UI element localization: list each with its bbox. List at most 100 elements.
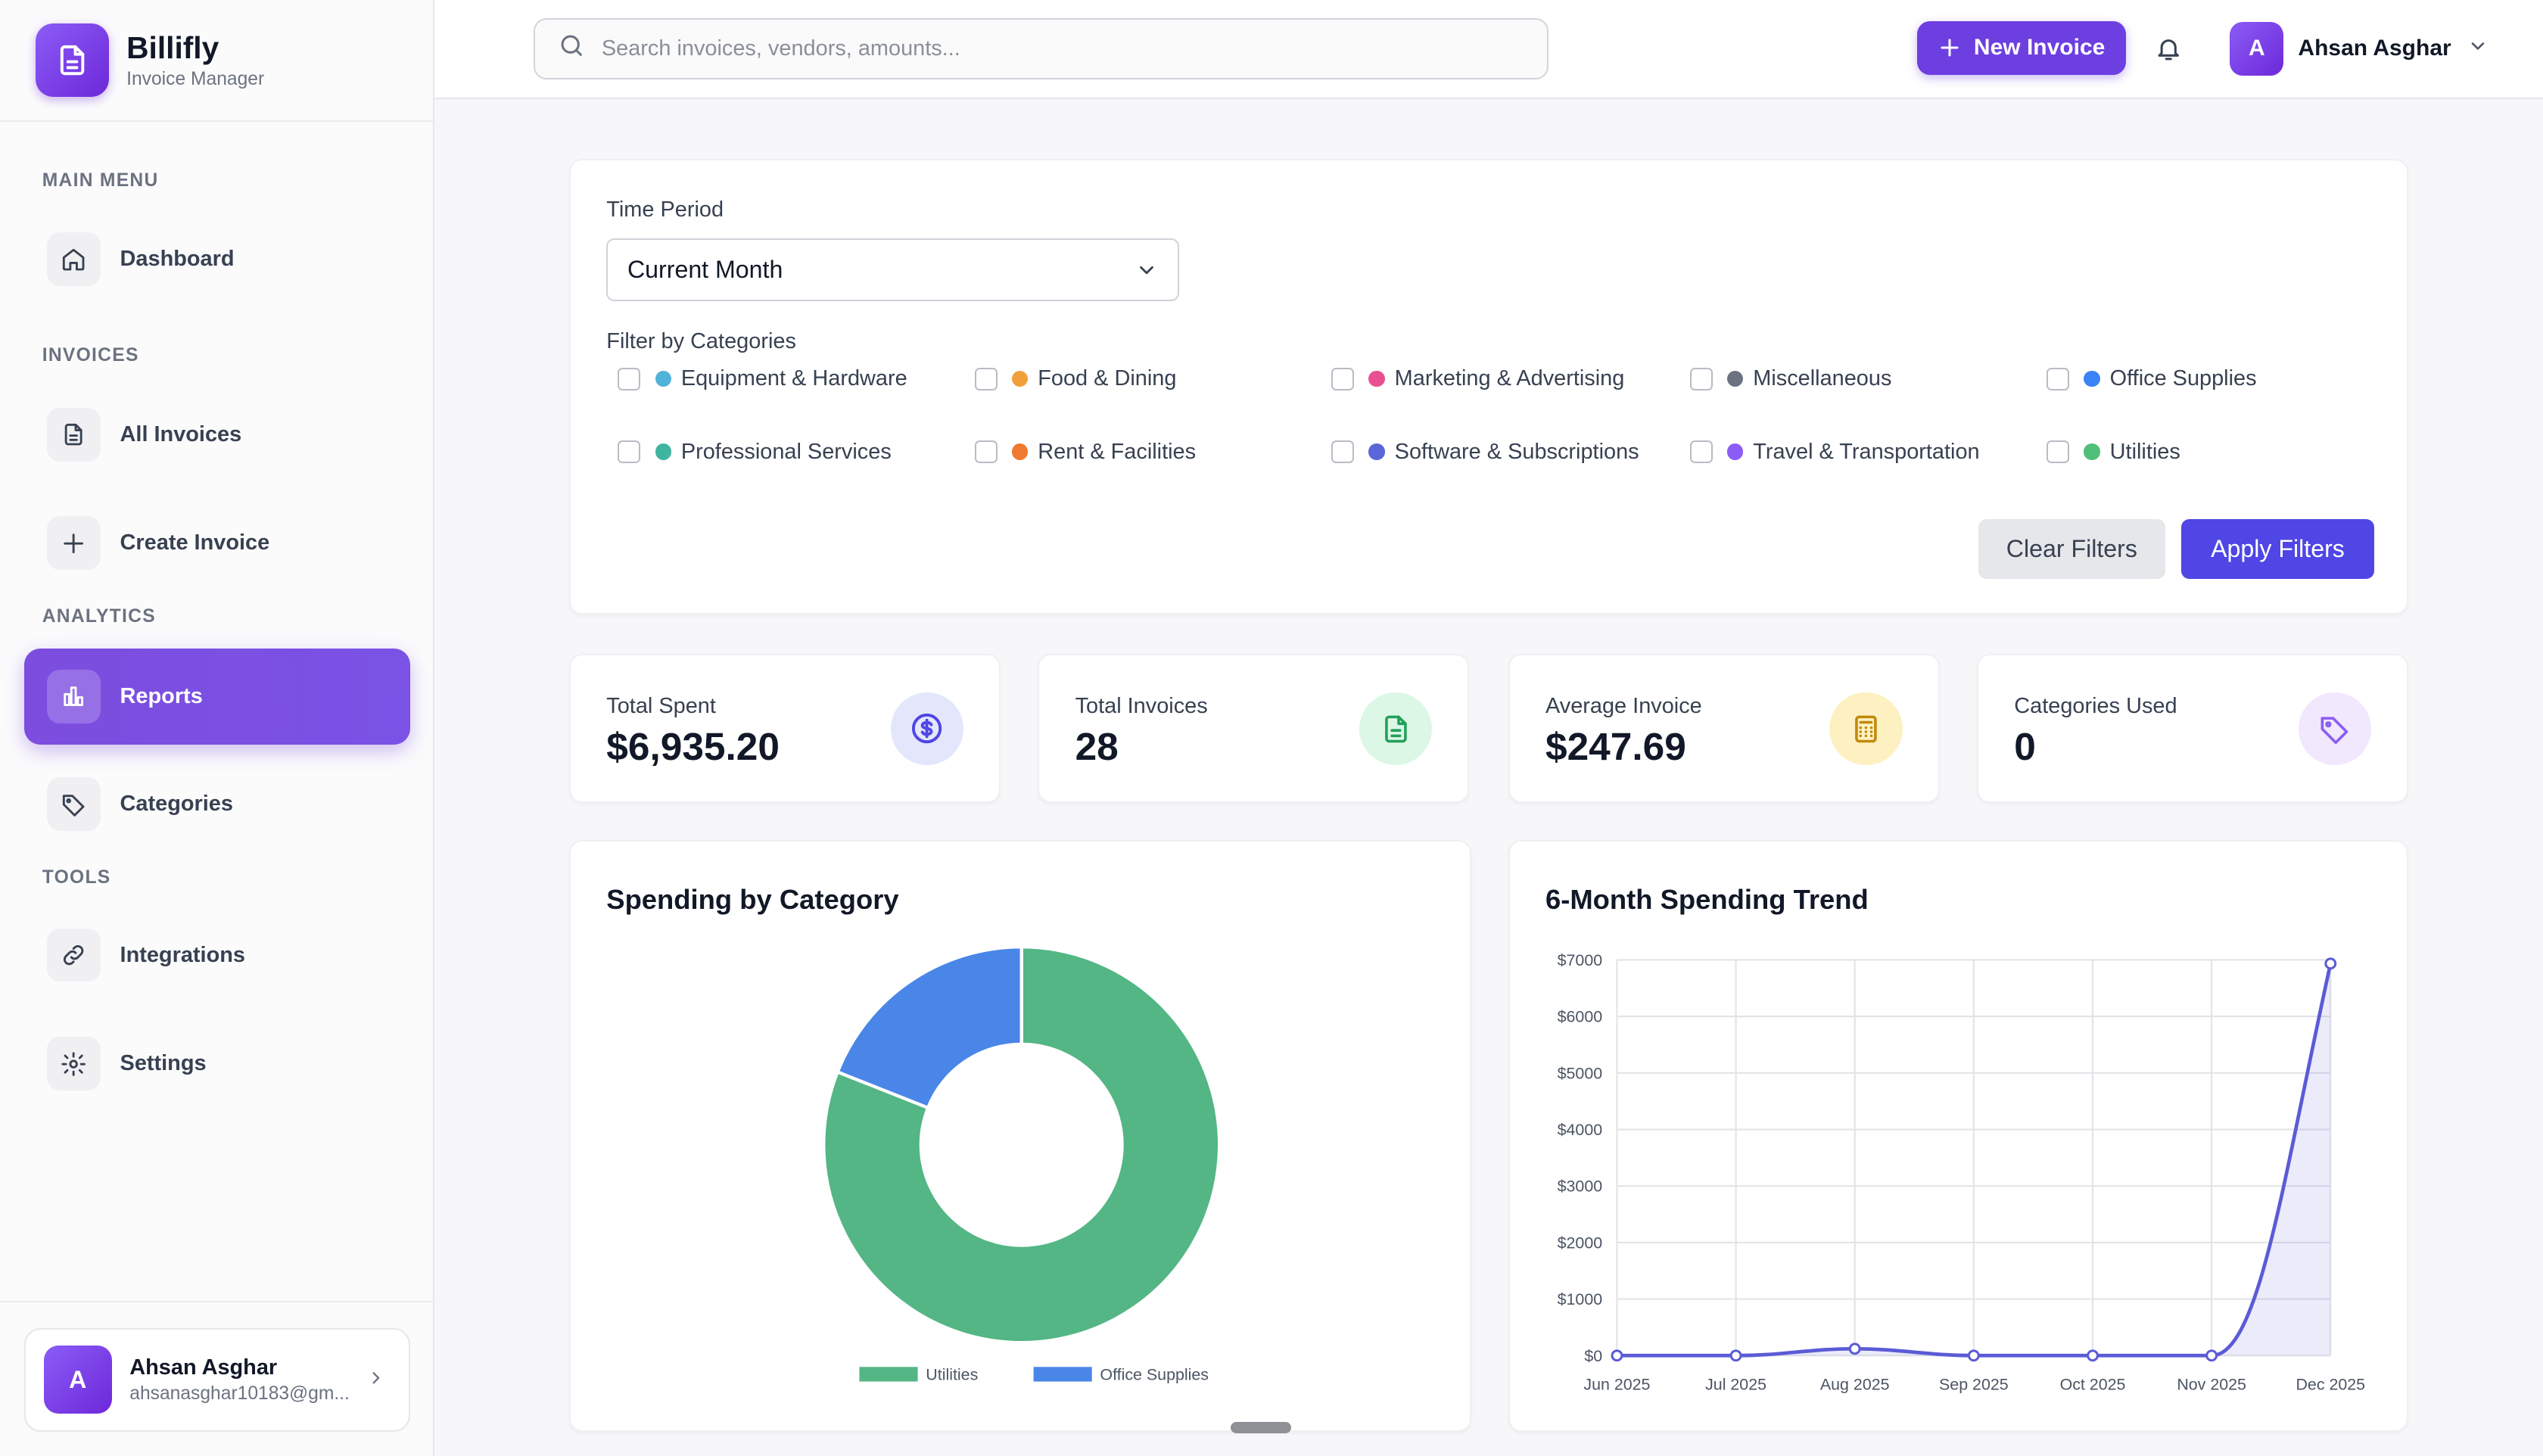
legend-label: Utilities xyxy=(926,1365,978,1383)
category-filter-option[interactable]: Office Supplies xyxy=(2047,366,2257,391)
stat-card-average-invoice: Average Invoice $247.69 xyxy=(1508,653,1940,803)
sidebar-item-label: Reports xyxy=(120,683,203,708)
document-icon xyxy=(47,407,101,462)
line-chart: $0 $1000 $2000 $3000 $4000 $5000 $6000 $7000 Jun… xyxy=(1557,951,2365,1393)
x-tick-label: Oct 2025 xyxy=(2059,1375,2125,1393)
category-color-dot xyxy=(1726,370,1744,387)
category-filter-option[interactable]: Utilities xyxy=(2047,440,2180,465)
category-name: Professional Services xyxy=(680,439,892,464)
user-name: Ahsan Asghar xyxy=(2298,36,2451,61)
clear-filters-button[interactable]: Clear Filters xyxy=(1978,518,2165,579)
filter-categories-label: Filter by Categories xyxy=(606,328,796,353)
category-name: Food & Dining xyxy=(1038,366,1177,391)
category-name: Marketing & Advertising xyxy=(1394,366,1625,391)
series-line xyxy=(1617,963,2333,1358)
stat-value: $6,935.20 xyxy=(606,723,780,768)
data-point xyxy=(2086,1349,2099,1362)
category-checkbox[interactable] xyxy=(2047,367,2070,390)
apply-filters-button[interactable]: Apply Filters xyxy=(2180,518,2374,579)
tag-icon xyxy=(47,777,101,832)
category-filter-option[interactable]: Miscellaneous xyxy=(1689,366,1892,391)
filters-panel: Time Period Current Month Filter by Cate… xyxy=(569,159,2409,615)
chevron-down-icon xyxy=(2467,34,2489,64)
search-input[interactable] xyxy=(601,36,1510,61)
search-bar[interactable] xyxy=(533,17,1549,79)
app-logo-icon xyxy=(36,23,109,97)
app-subtitle: Invoice Manager xyxy=(126,69,265,90)
category-filter-option[interactable]: Food & Dining xyxy=(974,366,1177,391)
category-checkbox[interactable] xyxy=(974,440,998,464)
category-checkbox[interactable] xyxy=(1689,367,1713,390)
new-invoice-button[interactable]: New Invoice xyxy=(1916,20,2127,75)
category-checkbox[interactable] xyxy=(1331,440,1355,464)
category-name: Utilities xyxy=(2109,439,2180,464)
user-profile-card[interactable]: A Ahsan Asghar ahsanasghar10183@gm... xyxy=(24,1327,411,1432)
sidebar-item-all-invoices[interactable]: All Invoices xyxy=(24,387,410,481)
doughnut-chart: Utilities Office Supplies xyxy=(822,945,1222,1383)
category-name: Rent & Facilities xyxy=(1038,439,1197,464)
sidebar: Billifly Invoice Manager MAIN MENU Dashb… xyxy=(0,0,435,1456)
x-tick-label: Dec 2025 xyxy=(2296,1375,2365,1393)
data-point xyxy=(2324,957,2337,970)
sidebar-item-label: Settings xyxy=(120,1051,207,1076)
chart-title: Spending by Category xyxy=(606,883,899,915)
area-fill xyxy=(1617,963,2331,1356)
stat-value: 28 xyxy=(1075,723,1119,768)
data-point xyxy=(1729,1349,1742,1362)
category-checkbox[interactable] xyxy=(618,440,641,464)
brand[interactable]: Billifly Invoice Manager xyxy=(0,0,434,122)
category-checkbox[interactable] xyxy=(1331,367,1355,390)
user-email: ahsanasghar10183@gm... xyxy=(129,1383,350,1405)
y-tick-label: $3000 xyxy=(1557,1178,1602,1196)
sidebar-item-categories[interactable]: Categories xyxy=(24,758,410,851)
category-filter-option[interactable]: Travel & Transportation xyxy=(1689,440,1980,465)
category-filter-option[interactable]: Professional Services xyxy=(618,440,892,465)
legend-swatch xyxy=(859,1367,918,1382)
sidebar-user-footer: A Ahsan Asghar ahsanasghar10183@gm... xyxy=(0,1300,434,1456)
stat-value: $247.69 xyxy=(1545,723,1686,768)
category-filter-option[interactable]: Equipment & Hardware xyxy=(618,366,907,391)
sidebar-item-label: Categories xyxy=(120,792,233,817)
sidebar-item-settings[interactable]: Settings xyxy=(24,1017,410,1111)
category-checkbox[interactable] xyxy=(618,367,641,390)
time-period-label: Time Period xyxy=(606,198,724,222)
avatar: A xyxy=(43,1346,112,1414)
category-name: Miscellaneous xyxy=(1753,366,1892,391)
search-icon xyxy=(558,32,585,66)
bell-icon xyxy=(2158,39,2179,61)
x-tick-label: Aug 2025 xyxy=(1820,1375,1890,1393)
sidebar-item-create-invoice[interactable]: Create Invoice xyxy=(24,496,410,590)
category-name: Office Supplies xyxy=(2109,366,2257,391)
section-label-analytics: ANALYTICS xyxy=(42,606,156,627)
tag-icon xyxy=(2298,692,2371,766)
user-menu[interactable]: A Ahsan Asghar xyxy=(2230,21,2489,76)
stat-value: 0 xyxy=(2014,723,2036,768)
category-color-dot xyxy=(655,370,671,387)
time-period-select[interactable]: Current Month xyxy=(606,238,1179,302)
y-tick-label: $5000 xyxy=(1557,1064,1602,1082)
scrollbar-handle[interactable] xyxy=(1231,1422,1291,1434)
sidebar-item-integrations[interactable]: Integrations xyxy=(24,908,410,1002)
chevron-right-icon xyxy=(366,1365,386,1395)
chart-title: 6-Month Spending Trend xyxy=(1545,883,1869,915)
category-filter-option[interactable]: Rent & Facilities xyxy=(974,439,1197,465)
app-name: Billifly xyxy=(126,30,219,65)
category-checkbox[interactable] xyxy=(2047,440,2070,464)
sidebar-item-reports[interactable]: Reports xyxy=(24,649,411,745)
x-tick-label: Jul 2025 xyxy=(1705,1375,1766,1393)
x-tick-label: Sep 2025 xyxy=(1939,1375,2009,1393)
category-checkbox[interactable] xyxy=(1689,440,1713,464)
category-name: Equipment & Hardware xyxy=(680,366,907,391)
category-filter-option[interactable]: Software & Subscriptions xyxy=(1331,440,1639,465)
category-filter-option[interactable]: Marketing & Advertising xyxy=(1331,366,1624,391)
category-checkbox[interactable] xyxy=(974,367,998,390)
notifications-button[interactable] xyxy=(2139,20,2197,78)
category-color-dot xyxy=(1011,370,1029,387)
stat-label: Total Invoices xyxy=(1075,693,1208,718)
new-invoice-label: New Invoice xyxy=(1973,35,2106,61)
sidebar-item-dashboard[interactable]: Dashboard xyxy=(24,213,410,306)
legend-label: Office Supplies xyxy=(1100,1365,1209,1383)
calculator-icon xyxy=(1829,692,1903,766)
gear-icon xyxy=(47,1037,101,1091)
sidebar-item-label: Create Invoice xyxy=(120,530,270,555)
